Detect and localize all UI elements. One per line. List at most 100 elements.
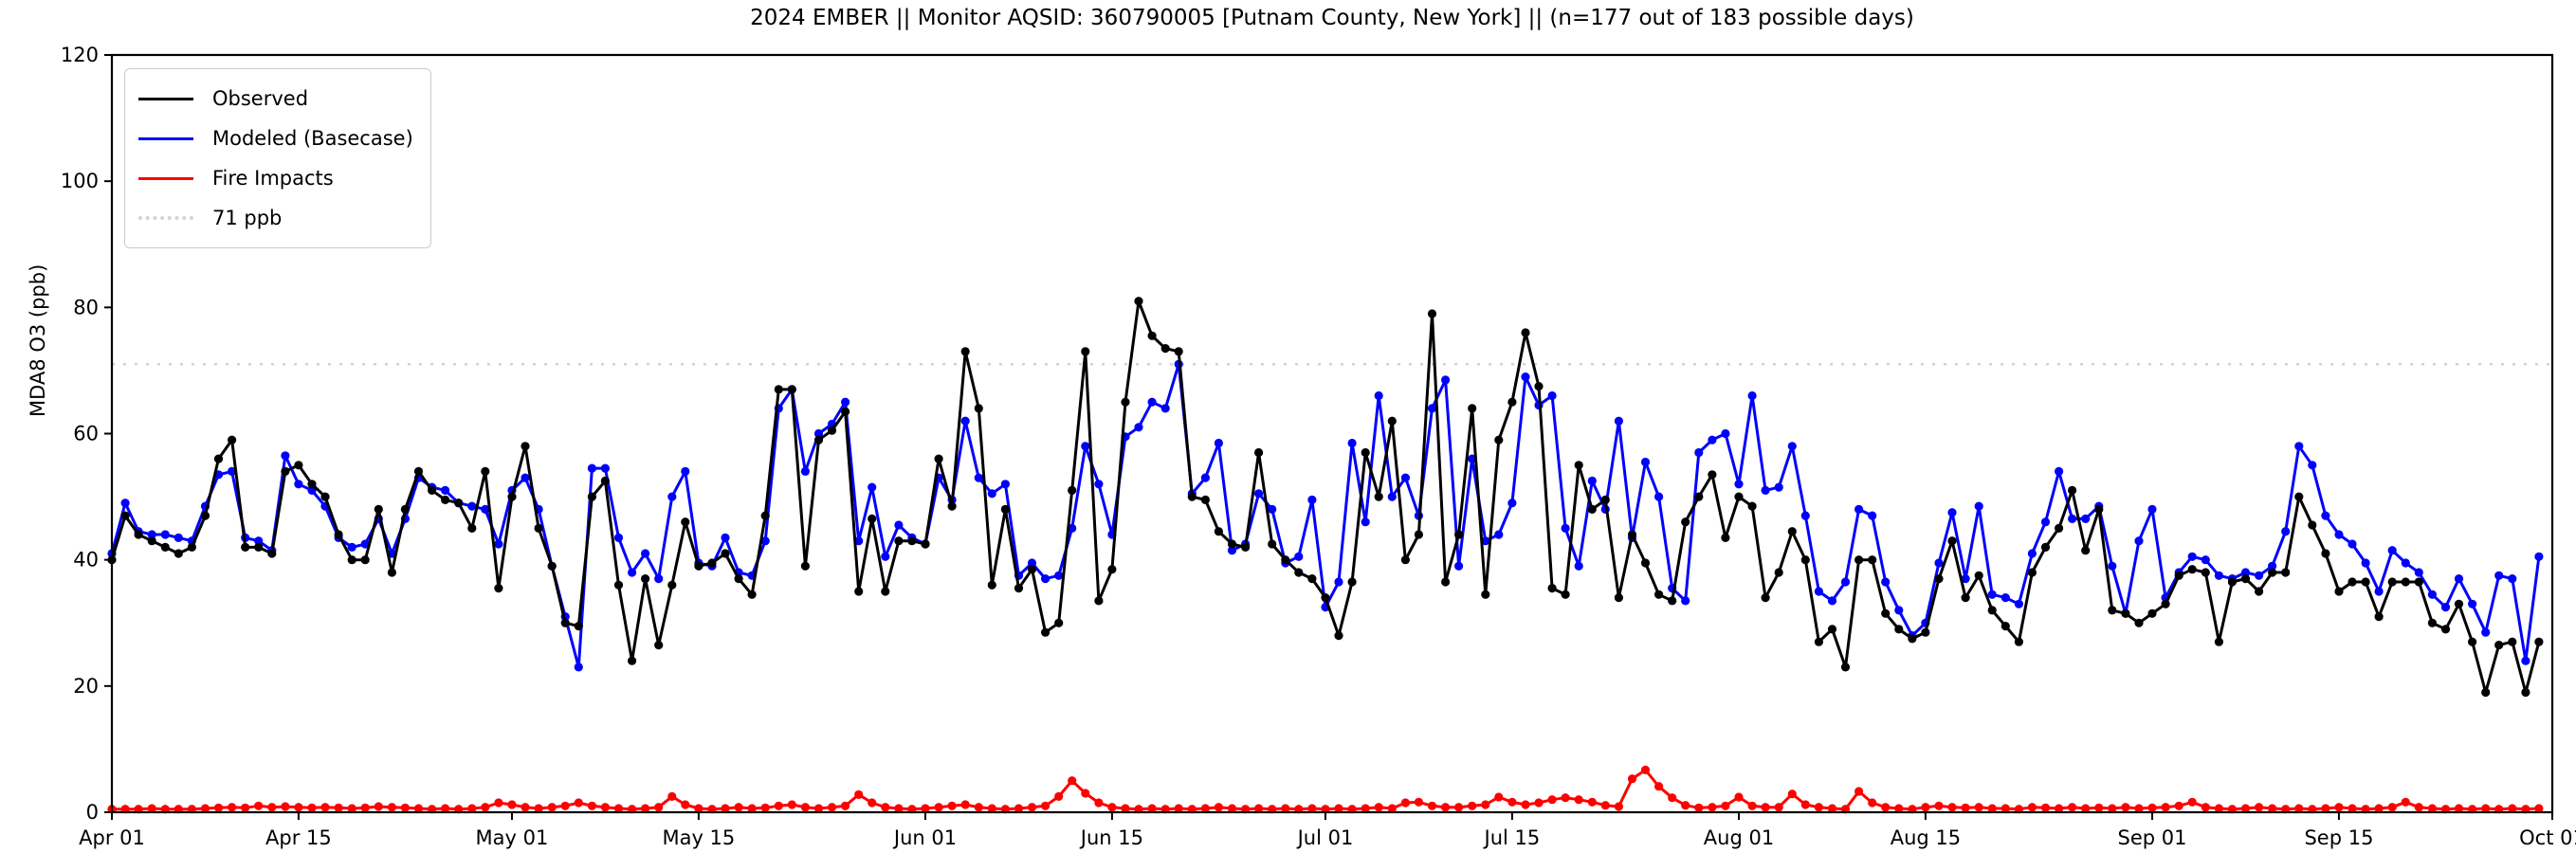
data-point <box>2214 571 2223 580</box>
data-point <box>2334 587 2344 596</box>
data-point <box>267 803 277 812</box>
data-point <box>2281 527 2291 536</box>
data-point <box>1640 457 1651 467</box>
data-point <box>1868 798 1877 808</box>
data-point <box>254 536 264 546</box>
data-point <box>1160 344 1170 354</box>
data-point <box>1827 804 1837 813</box>
data-point <box>1427 404 1437 413</box>
data-point <box>1640 765 1651 775</box>
data-point <box>2494 641 2504 650</box>
data-point <box>267 549 277 558</box>
data-point <box>1947 536 1957 546</box>
data-point <box>2481 804 2491 813</box>
data-point <box>1387 804 1397 813</box>
data-point <box>2508 637 2517 646</box>
data-point <box>1694 492 1704 501</box>
data-point <box>1561 523 1570 534</box>
data-point <box>1214 527 1223 536</box>
data-point <box>1468 801 1477 810</box>
data-point <box>1147 331 1157 340</box>
data-point <box>1987 590 1997 599</box>
data-point <box>1734 480 1744 489</box>
data-point <box>2068 514 2077 524</box>
data-point <box>1694 803 1704 812</box>
data-point <box>2094 803 2104 812</box>
observed-line-swatch <box>138 97 193 100</box>
data-point <box>1174 347 1183 356</box>
data-point <box>1921 627 1930 637</box>
data-point <box>574 798 583 808</box>
data-point <box>974 404 983 413</box>
data-point <box>2081 546 2091 555</box>
data-point <box>228 435 237 445</box>
data-point <box>574 622 583 631</box>
data-point <box>1281 804 1290 813</box>
data-point <box>2321 511 2330 520</box>
data-point <box>1721 428 1730 439</box>
data-point <box>2134 618 2144 627</box>
data-point <box>1654 590 1664 599</box>
data-point <box>481 466 490 476</box>
data-point <box>1721 533 1730 543</box>
x-tick-label: Aug 01 <box>1704 826 1774 849</box>
data-point <box>560 618 570 627</box>
data-point <box>894 804 904 813</box>
data-point <box>1494 530 1504 539</box>
data-point <box>2147 608 2157 618</box>
data-point <box>881 803 890 812</box>
data-point <box>2014 599 2023 608</box>
y-tick-label: 20 <box>73 675 99 698</box>
data-point <box>1547 584 1557 593</box>
data-point <box>2055 466 2064 476</box>
data-point <box>2387 577 2397 587</box>
data-point <box>600 476 611 485</box>
data-point <box>2374 587 2384 596</box>
data-point <box>1894 625 1904 634</box>
data-point <box>1868 511 1877 520</box>
data-point <box>1787 442 1797 451</box>
threshold-line-swatch <box>138 216 193 220</box>
legend-item-threshold: 71 ppb <box>138 198 413 238</box>
data-point <box>947 501 957 511</box>
data-point <box>2268 561 2277 571</box>
data-point <box>441 495 450 505</box>
data-point <box>213 803 224 812</box>
data-point <box>2027 568 2037 577</box>
data-point <box>1321 593 1330 603</box>
data-point <box>1774 568 1783 577</box>
data-point <box>1854 555 1864 565</box>
data-point <box>681 800 690 809</box>
legend-label: 71 ppb <box>212 207 283 229</box>
data-point <box>760 803 770 812</box>
data-point <box>1334 804 1343 813</box>
data-point <box>160 542 170 553</box>
data-point <box>1000 504 1010 515</box>
data-point <box>1014 584 1024 593</box>
data-point <box>1147 397 1157 407</box>
data-point <box>2001 622 2010 631</box>
data-point <box>1307 804 1317 813</box>
data-point <box>921 539 930 549</box>
data-point <box>1347 577 1357 587</box>
data-point <box>1747 390 1757 401</box>
data-point <box>1881 803 1891 812</box>
data-point <box>1974 571 1983 580</box>
data-point <box>1894 804 1904 813</box>
data-point <box>1054 791 1064 802</box>
data-point <box>987 804 996 813</box>
data-point <box>974 473 983 482</box>
data-point <box>1521 328 1530 337</box>
data-point <box>1400 555 1410 565</box>
data-point <box>1694 447 1704 458</box>
data-point <box>813 804 824 813</box>
data-point <box>1214 438 1223 448</box>
data-point <box>454 499 464 508</box>
data-point <box>281 466 290 476</box>
data-point <box>641 574 650 584</box>
data-point <box>2481 627 2491 637</box>
data-point <box>1174 804 1183 813</box>
data-point <box>1107 803 1117 812</box>
data-point <box>734 574 743 584</box>
data-line <box>110 299 2541 694</box>
